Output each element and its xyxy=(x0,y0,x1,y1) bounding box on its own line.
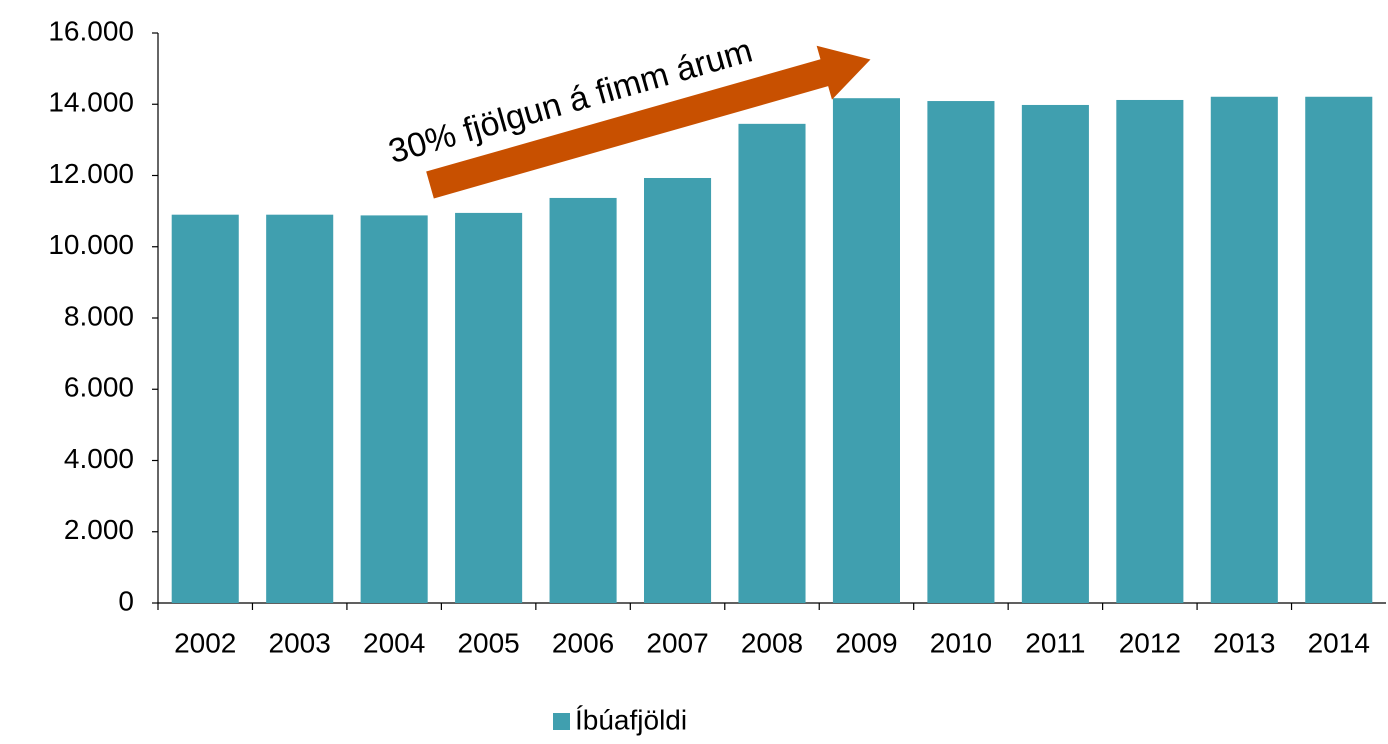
bar xyxy=(1021,104,1089,604)
bar xyxy=(1305,96,1373,604)
y-tick-label: 12.000 xyxy=(48,158,134,189)
x-tick-label: 2003 xyxy=(269,627,331,658)
x-tick-label: 2006 xyxy=(552,627,614,658)
y-tick-label: 14.000 xyxy=(48,87,134,118)
y-tick-label: 8.000 xyxy=(64,300,134,331)
x-tick-label: 2012 xyxy=(1119,627,1181,658)
bar xyxy=(1210,96,1278,604)
y-tick-label: 4.000 xyxy=(64,443,134,474)
x-tick-label: 2008 xyxy=(741,627,803,658)
bar xyxy=(455,212,523,603)
bar xyxy=(738,123,806,603)
x-tick-label: 2014 xyxy=(1308,627,1370,658)
x-tick-label: 2005 xyxy=(457,627,519,658)
legend-label: Íbúafjöldi xyxy=(575,704,687,735)
x-tick-label: 2009 xyxy=(835,627,897,658)
x-tick-label: 2010 xyxy=(930,627,992,658)
y-tick-label: 0 xyxy=(118,585,134,616)
y-tick-label: 2.000 xyxy=(64,514,134,545)
bar xyxy=(549,197,617,603)
y-tick-label: 6.000 xyxy=(64,372,134,403)
bar xyxy=(360,215,428,603)
bar xyxy=(266,214,334,603)
x-tick-label: 2007 xyxy=(646,627,708,658)
y-tick-label: 10.000 xyxy=(48,229,134,260)
bar xyxy=(1116,99,1184,603)
x-tick-label: 2013 xyxy=(1213,627,1275,658)
x-tick-label: 2002 xyxy=(174,627,236,658)
bar xyxy=(171,214,239,603)
x-tick-label: 2004 xyxy=(363,627,425,658)
bar xyxy=(644,177,712,603)
y-tick-label: 16.000 xyxy=(48,15,134,46)
bar xyxy=(927,101,995,603)
annotation-arrow xyxy=(426,45,871,199)
x-tick-label: 2011 xyxy=(1025,627,1085,658)
bar xyxy=(832,98,900,603)
legend-swatch xyxy=(553,713,570,730)
